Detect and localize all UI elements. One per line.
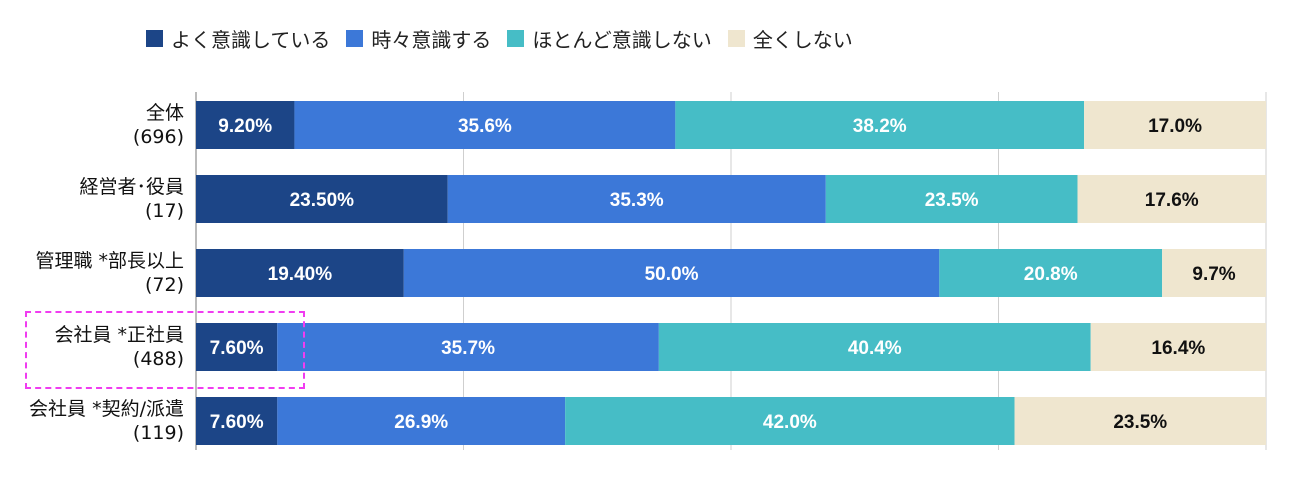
data-label-2-0: 19.40%: [268, 264, 333, 285]
legend-label-3: 全くしない: [752, 27, 853, 52]
category-label-3: 会社員 *正社員: [54, 324, 184, 346]
category-count-4: (119): [133, 422, 184, 444]
data-label-2-2: 20.8%: [1024, 264, 1078, 285]
bar-segment-3-2: [658, 323, 1091, 371]
data-label-4-1: 26.9%: [394, 412, 448, 433]
bar-segment-3-1: [277, 323, 659, 371]
bar-segment-0-3: [1084, 101, 1266, 149]
data-label-4-3: 23.5%: [1113, 412, 1167, 433]
legend-item-0: よく意識している: [146, 24, 330, 53]
data-label-0-2: 38.2%: [853, 116, 907, 137]
legend-swatch-1: [346, 29, 364, 47]
bar-segment-2-2: [939, 249, 1163, 297]
bar-segment-1-0: [196, 175, 448, 223]
bar-segment-0-2: [675, 101, 1085, 149]
data-label-1-3: 17.6%: [1145, 190, 1199, 211]
bar-segment-1-3: [1077, 175, 1266, 223]
category-label-1: 経営者･役員: [79, 176, 184, 198]
category-count-0: (696): [133, 126, 184, 148]
bar-segment-4-3: [1014, 397, 1266, 445]
bar-segment-2-1: [403, 249, 940, 297]
legend-label-0: よく意識している: [171, 27, 331, 52]
data-label-3-0: 7.60%: [210, 338, 264, 359]
category-count-2: (72): [145, 274, 184, 296]
data-label-2-1: 50.0%: [645, 264, 699, 285]
category-label-2: 管理職 *部長以上: [35, 250, 184, 272]
data-label-1-1: 35.3%: [610, 190, 664, 211]
data-label-0-3: 17.0%: [1148, 116, 1202, 137]
data-label-4-2: 42.0%: [763, 412, 817, 433]
legend-item-3: 全くしない: [727, 24, 853, 53]
legend-item-2: ほとんど意識しない: [507, 24, 712, 53]
category-label-0: 全体: [146, 102, 184, 124]
legend-item-1: 時々意識する: [346, 24, 491, 53]
data-label-1-0: 23.50%: [290, 190, 355, 211]
category-label-4: 会社員 *契約/派遣: [29, 398, 184, 420]
bar-segment-4-0: [196, 397, 278, 445]
legend-swatch-2: [507, 29, 525, 47]
category-count-3: (488): [133, 348, 184, 370]
data-label-4-0: 7.60%: [210, 412, 264, 433]
legend-label-1: 時々意識する: [371, 27, 492, 52]
chart-legend: よく意識している 時々意識する ほとんど意識しない 全くしない: [146, 24, 853, 52]
bar-segment-0-1: [294, 101, 676, 149]
data-label-3-3: 16.4%: [1151, 338, 1205, 359]
category-count-1: (17): [145, 200, 184, 222]
bar-segment-0-0: [196, 101, 295, 149]
data-label-3-1: 35.7%: [441, 338, 495, 359]
bar-segment-2-3: [1162, 249, 1266, 297]
bar-segment-4-1: [277, 397, 566, 445]
legend-label-2: ほとんど意識しない: [532, 27, 712, 52]
bar-segment-3-3: [1090, 323, 1266, 371]
data-label-0-0: 9.20%: [218, 116, 272, 137]
bar-segment-2-0: [196, 249, 404, 297]
bar-segment-1-1: [447, 175, 826, 223]
data-label-0-1: 35.6%: [458, 116, 512, 137]
bar-segment-3-0: [196, 323, 278, 371]
legend-swatch-0: [146, 29, 163, 47]
data-label-3-2: 40.4%: [848, 338, 902, 359]
bar-segment-4-2: [565, 397, 1015, 445]
legend-swatch-3: [727, 29, 745, 47]
bar-segment-1-2: [825, 175, 1078, 223]
data-label-1-2: 23.5%: [925, 190, 979, 211]
data-label-2-3: 9.7%: [1192, 264, 1235, 285]
